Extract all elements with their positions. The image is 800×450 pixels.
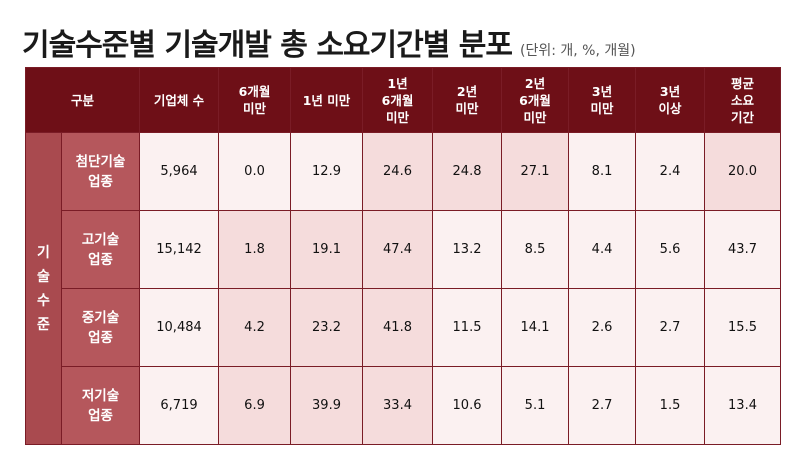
header-category: 구분 (24, 67, 141, 133)
table-cell: 39.9 (290, 366, 364, 445)
table-cell: 6.9 (218, 366, 292, 445)
row-label: 고기술 업종 (60, 210, 141, 289)
table-cell: 20.0 (704, 132, 782, 211)
table-cell: 43.7 (704, 210, 782, 289)
row-label: 저기술 업종 (60, 366, 141, 445)
table-cell: 2.6 (568, 288, 637, 367)
header-row: 구분 기업체 수 6개월 미만 1년 미만 1년 6개월 미만 2년 미만 2년 6개월 미… (24, 67, 782, 133)
page-title: 기술수준별 기술개발 총 소요기간별 분포 (22, 28, 513, 63)
table-cell: 10.6 (432, 366, 503, 445)
table-row: 저기술 업종 6,719 6.9 39.9 33.4 10.6 5.1 2.7 1.5 13.4 (26, 366, 782, 445)
table-row: 중기술 업종 10,484 4.2 23.2 41.8 11.5 14.1 2.6 2.7 15.5 (26, 288, 782, 367)
header-firm-count: 기업체 수 (139, 67, 220, 133)
table-cell: 4.4 (568, 210, 637, 289)
row-label: 첨단기술 업종 (60, 132, 141, 211)
table-cell: 1.8 (218, 210, 292, 289)
table-cell: 1.5 (635, 366, 706, 445)
header-under-2y: 2년 미만 (432, 67, 503, 133)
header-under-1y: 1년 미만 (290, 67, 364, 133)
header-over-3y: 3년 이상 (635, 67, 706, 133)
table-cell: 41.8 (362, 288, 434, 367)
table-row: 기술수준 첨단기술 업종 5,964 0.0 12.9 24.6 24.8 27.1 8.1 2.4… (25, 132, 782, 445)
header-under-3y: 3년 미만 (568, 67, 637, 133)
table-cell: 2.7 (568, 366, 637, 445)
row-label: 중기술 업종 (60, 288, 141, 367)
table-cell: 19.1 (290, 210, 364, 289)
table-cell: 5,964 (139, 132, 220, 211)
table-cell: 33.4 (362, 366, 434, 445)
table-cell: 23.2 (290, 288, 364, 367)
table-cell: 15.5 (704, 288, 782, 367)
table-cell: 12.9 (290, 132, 364, 211)
table-cell: 6,719 (139, 366, 220, 445)
header-under-2y6m: 2년 6개월 미만 (501, 67, 570, 133)
table-cell: 15,142 (139, 210, 220, 289)
table-cell: 2.4 (635, 132, 706, 211)
table-cell: 5.6 (635, 210, 706, 289)
table-row: 고기술 업종 15,142 1.8 19.1 47.4 13.2 8.5 4.4 5.6 43.7 (26, 210, 782, 289)
duration-distribution-table: 구분 기업체 수 6개월 미만 1년 미만 1년 6개월 미만 2년 미만 2년 6개월 미… (24, 67, 782, 445)
table-cell: 47.4 (362, 210, 434, 289)
table-cell: 11.5 (432, 288, 503, 367)
table-cell: 4.2 (218, 288, 292, 367)
table-cell: 13.2 (432, 210, 503, 289)
header-under-6m: 6개월 미만 (218, 67, 292, 133)
unit-note: (단위: 개, %, 개월) (519, 43, 636, 59)
table-cell: 0.0 (218, 132, 292, 211)
table-cell: 24.8 (432, 132, 503, 211)
table-cell: 5.1 (501, 366, 570, 445)
group-label-text: 기술수준 (37, 244, 50, 333)
table-cell: 13.4 (704, 366, 782, 445)
title-block: 기술수준별 기술개발 총 소요기간별 분포 (단위: 개, %, 개월) (22, 20, 636, 63)
table-cell: 24.6 (362, 132, 434, 211)
group-label: 기술수준 (25, 132, 62, 445)
table-cell: 14.1 (501, 288, 570, 367)
table-cell: 10,484 (139, 288, 220, 367)
table-cell: 27.1 (501, 132, 570, 211)
table-cell: 2.7 (635, 288, 706, 367)
table-cell: 8.5 (501, 210, 570, 289)
header-avg-duration: 평균 소요 기간 (704, 67, 782, 133)
header-under-1y6m: 1년 6개월 미만 (362, 67, 434, 133)
table-cell: 8.1 (568, 132, 637, 211)
